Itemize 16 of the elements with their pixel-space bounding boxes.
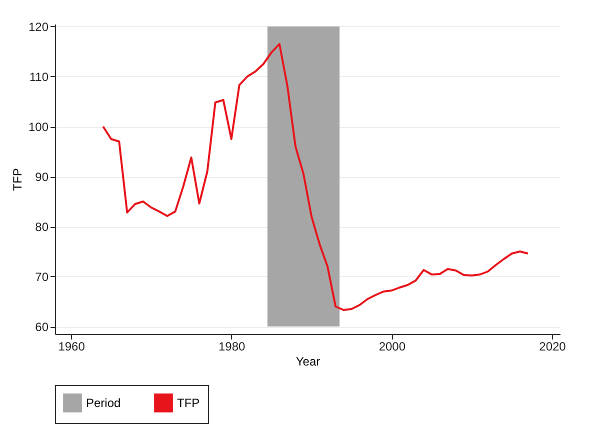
legend-label: Period	[86, 396, 121, 410]
y-tick-label: 80	[35, 220, 49, 234]
y-tick-label: 90	[35, 170, 49, 184]
y-tick-label: 100	[28, 120, 49, 134]
x-tick-label: 1980	[218, 340, 246, 354]
y-axis-title: TFP	[10, 168, 24, 191]
y-tick-label: 120	[28, 20, 49, 34]
line-series	[102, 43, 529, 311]
x-tick-label: 1960	[58, 340, 86, 354]
y-tick-label: 60	[35, 320, 49, 334]
legend-label: TFP	[177, 396, 200, 410]
x-axis-title: Year	[296, 354, 320, 368]
x-tick-label: 2020	[539, 340, 566, 354]
x-tick-label: 2000	[378, 340, 406, 354]
y-tick-label: 110	[29, 70, 49, 84]
y-tick-label: 70	[35, 270, 49, 284]
